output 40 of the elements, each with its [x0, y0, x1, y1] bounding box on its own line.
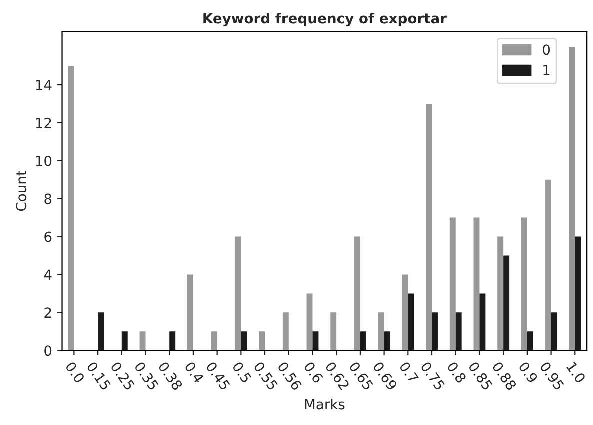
x-axis-title: Marks — [305, 398, 345, 410]
x-tick-label: 0.8 — [446, 361, 467, 384]
bar — [521, 218, 528, 351]
bar — [235, 236, 242, 351]
bar — [211, 332, 218, 351]
x-tick-label: 0.0 — [65, 361, 86, 384]
bar — [330, 312, 337, 351]
x-tick-label: 0.9 — [518, 361, 539, 384]
bar — [259, 332, 266, 351]
bar — [498, 236, 504, 351]
y-tick-label: 10 — [36, 156, 52, 166]
y-tick-label: 4 — [44, 270, 52, 280]
bar — [569, 47, 576, 351]
y-tick-label: 2 — [44, 308, 52, 318]
bar — [474, 218, 480, 351]
bar — [402, 274, 408, 351]
bar — [450, 218, 456, 351]
bar — [140, 332, 146, 351]
x-tick-label: 0.7 — [399, 361, 420, 384]
y-tick-label: 12 — [36, 118, 52, 128]
legend-label: 1 — [544, 65, 550, 76]
y-axis-title: Count — [16, 170, 27, 212]
x-tick-label: 0.5 — [232, 361, 252, 384]
x-tick-label: 0.4 — [184, 361, 205, 384]
chart-title: Keyword frequency of exportar — [204, 12, 447, 27]
bar — [282, 312, 289, 351]
bar — [188, 274, 194, 351]
y-tick-label: 14 — [36, 80, 52, 90]
bar — [426, 104, 432, 351]
y-tick-label: 6 — [44, 232, 52, 242]
bar — [378, 312, 384, 351]
y-tick-label: 8 — [44, 194, 52, 204]
bar — [306, 294, 313, 351]
bar — [354, 236, 360, 351]
legend-label: 0 — [543, 44, 550, 56]
x-tick-label: 1.0 — [566, 362, 586, 384]
x-tick-label: 0.6 — [304, 361, 324, 384]
y-tick-label: 0 — [44, 346, 52, 356]
bar — [545, 180, 552, 351]
bar — [68, 66, 74, 351]
